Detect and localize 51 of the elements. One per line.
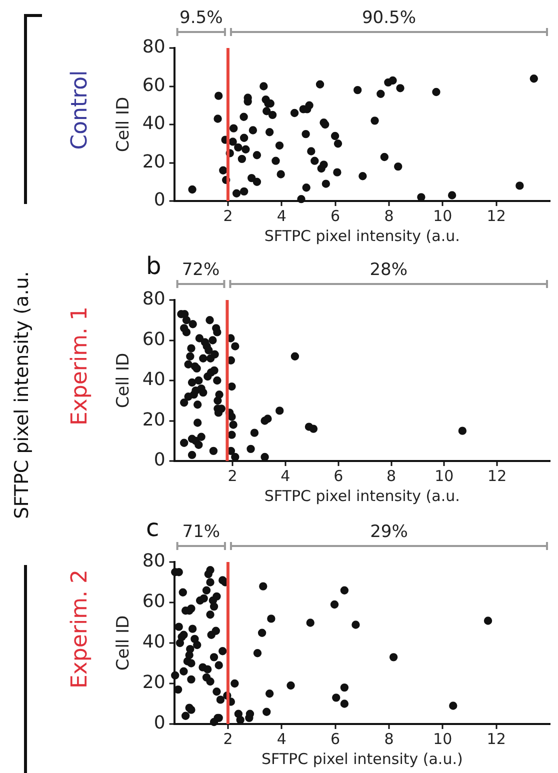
- y-tick-label: 0: [154, 450, 166, 471]
- y-tick-label: 0: [154, 712, 166, 734]
- y-tick-label: 40: [142, 369, 166, 390]
- x-tick-label: 8: [384, 206, 394, 225]
- text: 9.5%: [180, 8, 223, 28]
- text: 72%: [182, 260, 220, 280]
- x-tick-label: 2: [223, 206, 233, 225]
- y-tick-label: 0: [154, 190, 166, 211]
- text: SFTPC pixel intensity (a.u.: [11, 271, 33, 519]
- y-tick-label: 80: [142, 36, 166, 58]
- text: 29%: [370, 522, 408, 542]
- text: Experim. 2: [68, 569, 92, 688]
- x-tick-label: 12: [486, 730, 506, 748]
- y-tick-label: 20: [142, 409, 166, 430]
- y-tick-label: 60: [142, 74, 166, 96]
- y-tick-label: 40: [142, 113, 166, 134]
- y-axis-title: Cell ID: [114, 352, 134, 408]
- x-tick-label: 12: [486, 206, 506, 225]
- y-tick-label: 60: [142, 591, 166, 612]
- x-tick-label: 10: [434, 466, 454, 485]
- x-tick-label: 12: [488, 466, 507, 485]
- text: Experim. 1: [68, 306, 92, 426]
- x-tick-label: 10: [433, 206, 452, 225]
- x-tick-label: 2: [228, 466, 238, 485]
- y-tick-label: 60: [142, 328, 166, 350]
- text: b: [146, 252, 162, 280]
- x-tick-label: 6: [334, 466, 344, 485]
- text: c: [146, 514, 160, 542]
- x-tick-label: 8: [384, 730, 394, 748]
- x-tick-label: 4: [276, 730, 286, 748]
- x-tick-label: 8: [386, 466, 396, 485]
- text: 71%: [182, 522, 220, 542]
- y-tick-label: 20: [142, 151, 166, 172]
- y-tick-label: 20: [142, 672, 166, 694]
- x-axis-title: SFTPC pixel intensity (a.u.): [261, 750, 463, 768]
- text: 28%: [370, 260, 408, 280]
- y-tick-label: 80: [142, 550, 166, 572]
- x-tick-label: 6: [330, 730, 340, 748]
- text: Control: [68, 70, 92, 150]
- y-axis-title: Cell ID: [114, 615, 134, 671]
- x-axis-title: SFTPC pixel intensity (a.u.: [264, 226, 460, 245]
- y-axis-title: Cell ID: [114, 96, 134, 152]
- x-axis-title: SFTPC pixel intensity (a.u.: [264, 486, 460, 505]
- text: 90.5%: [362, 8, 416, 28]
- y-tick-label: 40: [142, 632, 166, 653]
- y-tick-label: 80: [142, 288, 166, 310]
- x-tick-label: 6: [330, 206, 340, 225]
- x-tick-label: 4: [280, 466, 290, 485]
- x-tick-label: 4: [276, 206, 286, 225]
- x-tick-label: 2: [223, 730, 233, 748]
- x-tick-label: 10: [433, 730, 452, 748]
